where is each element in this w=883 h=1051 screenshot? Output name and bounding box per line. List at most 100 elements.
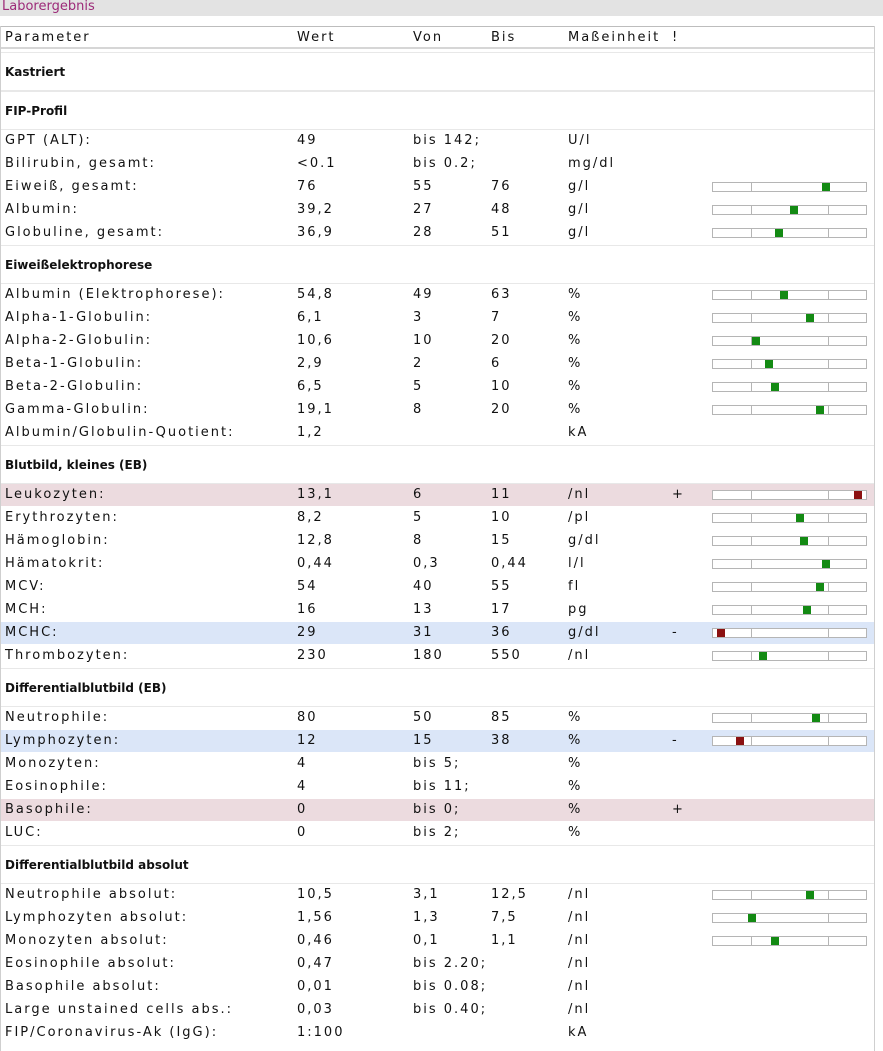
table-row[interactable]: Bilirubin, gesamt: <0.1 bis 0.2; mg/dl bbox=[1, 153, 874, 175]
table-row[interactable]: Monozyten absolut: 0,46 0,1 1,1/nl bbox=[1, 930, 874, 952]
unit-cell: g/l bbox=[568, 179, 591, 194]
unit-cell: /nl bbox=[568, 979, 591, 994]
range-bar bbox=[712, 628, 867, 638]
table-row[interactable]: Albumin (Elektrophorese): 54,8 49 63% bbox=[1, 284, 874, 306]
range-tick bbox=[751, 291, 752, 299]
table-row[interactable]: Leukozyten: 13,1 6 11/nl + bbox=[1, 484, 874, 506]
table-row[interactable]: Eiweiß, gesamt: 76 55 76 g/l bbox=[1, 176, 874, 198]
from-cell: 5 bbox=[413, 379, 424, 394]
range-marker bbox=[748, 914, 756, 922]
table-row[interactable]: Lymphozyten absolut: 1,56 1,3 7,5/nl bbox=[1, 907, 874, 929]
unit-cell: kA bbox=[568, 1025, 589, 1040]
value-cell: 2,9 bbox=[297, 356, 324, 371]
table-row[interactable]: GPT (ALT): 49 bis 142; U/l bbox=[1, 130, 874, 152]
range-tick bbox=[751, 514, 752, 522]
from-cell: 50 bbox=[413, 710, 434, 725]
value-cell: 16 bbox=[297, 602, 318, 617]
table-row[interactable]: Beta-1-Globulin: 2,9 2 6% bbox=[1, 353, 874, 375]
range-tick bbox=[828, 337, 829, 345]
range-tick bbox=[751, 737, 752, 745]
header-flag[interactable]: ! bbox=[672, 30, 680, 45]
value-cell: 12 bbox=[297, 733, 318, 748]
table-row[interactable]: LUC: 0 bis 2;% bbox=[1, 822, 874, 844]
range-tick bbox=[751, 583, 752, 591]
table-row[interactable]: Albumin/Globulin-Quotient: 1,2 kA bbox=[1, 422, 874, 444]
range-tick bbox=[751, 491, 752, 499]
unit-cell: mg/dl bbox=[568, 156, 616, 171]
table-row[interactable]: Large unstained cells abs.: 0,03 bis 0.40;… bbox=[1, 999, 874, 1021]
table-row[interactable]: Alpha-2-Globulin: 10,6 10 20% bbox=[1, 330, 874, 352]
value-cell: 10,5 bbox=[297, 887, 334, 902]
value-cell: 54,8 bbox=[297, 287, 334, 302]
range-bar bbox=[712, 205, 867, 215]
from-cell: bis 0.40; bbox=[413, 1002, 488, 1017]
from-cell: 8 bbox=[413, 402, 424, 417]
table-row[interactable]: Monozyten: 4 bis 5;% bbox=[1, 753, 874, 775]
value-cell: 4 bbox=[297, 779, 308, 794]
flag-cell: + bbox=[672, 487, 685, 502]
table-row[interactable]: Gamma-Globulin: 19,1 8 20% bbox=[1, 399, 874, 421]
header-to[interactable]: Bis bbox=[491, 30, 517, 45]
header-parameter[interactable]: Parameter bbox=[5, 30, 91, 45]
table-row[interactable]: Globuline, gesamt: 36,9 28 51 g/l bbox=[1, 222, 874, 244]
header-value[interactable]: Wert bbox=[297, 30, 336, 45]
parameter-cell: Globuline, gesamt: bbox=[5, 225, 164, 240]
range-marker bbox=[775, 229, 783, 237]
range-tick bbox=[751, 229, 752, 237]
table-row[interactable]: Thrombozyten: 230 180 550/nl bbox=[1, 645, 874, 667]
table-row[interactable]: Neutrophile: 80 50 85% bbox=[1, 707, 874, 729]
table-row[interactable]: MCHC: 29 31 36 g/dl - bbox=[1, 622, 874, 644]
table-row[interactable]: Basophile absolut: 0,01 bis 0.08; /nl bbox=[1, 976, 874, 998]
from-cell: bis 2; bbox=[413, 825, 461, 840]
unit-cell: g/l bbox=[568, 202, 591, 217]
to-cell: 0,44 bbox=[491, 556, 528, 571]
table-row[interactable]: Eosinophile absolut: 0,47 bis 2.20; /nl bbox=[1, 953, 874, 975]
range-marker bbox=[816, 406, 824, 414]
parameter-cell: Eosinophile absolut: bbox=[5, 956, 176, 971]
to-cell: 6 bbox=[491, 356, 502, 371]
range-tick bbox=[751, 652, 752, 660]
parameter-cell: Neutrophile: bbox=[5, 710, 110, 725]
parameter-cell: Monozyten: bbox=[5, 756, 101, 771]
value-cell: 1,2 bbox=[297, 425, 324, 440]
from-cell: bis 5; bbox=[413, 756, 461, 771]
range-bar bbox=[712, 513, 867, 523]
parameter-cell: Beta-1-Globulin: bbox=[5, 356, 144, 371]
to-cell: 20 bbox=[491, 402, 512, 417]
parameter-cell: Neutrophile absolut: bbox=[5, 887, 178, 902]
table-row[interactable]: MCH: 16 13 17 pg bbox=[1, 599, 874, 621]
value-cell: 230 bbox=[297, 648, 328, 663]
table-row[interactable]: Neutrophile absolut: 10,5 3,1 12,5/nl bbox=[1, 884, 874, 906]
unit-cell: % bbox=[568, 825, 583, 840]
to-cell: 36 bbox=[491, 625, 512, 640]
header-from[interactable]: Von bbox=[413, 30, 444, 45]
table-row[interactable]: Lymphozyten: 12 15 38% - bbox=[1, 730, 874, 752]
range-marker bbox=[796, 514, 804, 522]
table-row[interactable]: Albumin: 39,2 27 48 g/l bbox=[1, 199, 874, 221]
table-header: Parameter Wert Von Bis Maßeinheit ! bbox=[1, 26, 874, 49]
table-row[interactable]: MCV: 54 40 55 fl bbox=[1, 576, 874, 598]
range-marker bbox=[822, 560, 830, 568]
flag-cell: + bbox=[672, 802, 685, 817]
value-cell: 0,46 bbox=[297, 933, 334, 948]
table-row[interactable]: Eosinophile: 4 bis 11;% bbox=[1, 776, 874, 798]
range-bar bbox=[712, 713, 867, 723]
table-row[interactable]: FIP/Coronavirus-Ak (IgG): 1:100 kA bbox=[1, 1022, 874, 1044]
table-row[interactable]: Hämatokrit: 0,44 0,3 0,44 l/l bbox=[1, 553, 874, 575]
table-row[interactable]: Beta-2-Globulin: 6,5 5 10% bbox=[1, 376, 874, 398]
unit-cell: /nl bbox=[568, 910, 591, 925]
table-row[interactable]: Alpha-1-Globulin: 6,1 3 7% bbox=[1, 307, 874, 329]
value-cell: 19,1 bbox=[297, 402, 334, 417]
section-header: Kastriert bbox=[1, 52, 874, 91]
range-tick bbox=[751, 360, 752, 368]
unit-cell: g/dl bbox=[568, 533, 601, 548]
range-tick bbox=[751, 406, 752, 414]
header-unit[interactable]: Maßeinheit bbox=[568, 30, 661, 45]
table-row[interactable]: Basophile: 0 bis 0;% + bbox=[1, 799, 874, 821]
range-marker bbox=[790, 206, 798, 214]
parameter-cell: Alpha-2-Globulin: bbox=[5, 333, 153, 348]
table-row[interactable]: Hämoglobin: 12,8 8 15 g/dl bbox=[1, 530, 874, 552]
range-tick bbox=[828, 914, 829, 922]
to-cell: 63 bbox=[491, 287, 512, 302]
table-row[interactable]: Erythrozyten: 8,2 5 10/pl bbox=[1, 507, 874, 529]
